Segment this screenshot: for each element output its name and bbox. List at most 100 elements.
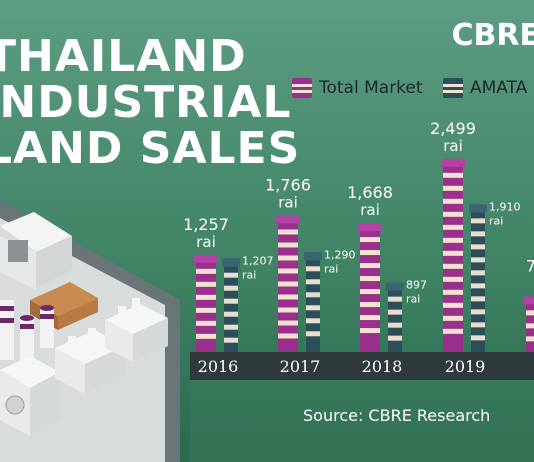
- bar-total-market-2019-stripe: [443, 172, 463, 178]
- bar-amata-2017: [306, 252, 320, 352]
- bar-total-market-2018-stripe: [360, 315, 380, 321]
- bar-total-market-2017-stripe: [278, 333, 298, 339]
- bar-amata-2018-stripe: [388, 309, 402, 315]
- bar-total-market-2019-stripe: [443, 276, 463, 282]
- bar-amata-2017-stripe: [306, 305, 320, 311]
- bar-amata-2019-stripe: [471, 322, 485, 328]
- unit-label-amata-2017: rai: [324, 262, 338, 275]
- x-tick-2016: 2016: [198, 357, 239, 376]
- bar-total-market-2018-cap: [358, 223, 382, 232]
- bar-total-market-2017-stripe: [278, 307, 298, 313]
- bar-total-market-2019-stripe: [443, 315, 463, 321]
- bar-total-market-2016-stripe: [196, 268, 216, 274]
- title-line-2: INDUSTRIAL: [0, 77, 292, 128]
- bar-amata-2019-stripe: [471, 270, 485, 276]
- bar-total-market-2018-stripe: [360, 237, 380, 243]
- bar-amata-2017-stripe: [306, 266, 320, 272]
- bar-total-market-2020-stripe: [526, 310, 534, 316]
- data-label-amata-2018: 897: [406, 279, 427, 292]
- source-note: Source: CBRE Research: [303, 406, 491, 425]
- bar-amata-2019-stripe: [471, 218, 485, 224]
- data-label-total-market-2017: 1,766: [265, 175, 311, 194]
- bar-total-market-2017-stripe: [278, 294, 298, 300]
- unit-label-amata-2019: rai: [489, 214, 503, 227]
- brand-logo: CBRE: [451, 18, 534, 53]
- bar-total-market-2018-stripe: [360, 328, 380, 334]
- bar-amata-2018-stripe: [388, 335, 402, 341]
- data-label-total-market-2020: 72: [526, 256, 534, 275]
- bar-amata-2019-cap: [469, 204, 487, 213]
- bar-amata-2016-stripe: [224, 272, 238, 278]
- bar-total-market-2017-stripe: [278, 281, 298, 287]
- bar-amata-2017-stripe: [306, 331, 320, 337]
- data-label-total-market-2018: 1,668: [347, 183, 393, 202]
- bar-total-market-2017-stripe: [278, 255, 298, 261]
- bar-amata-2018: [388, 282, 402, 352]
- bar-amata-2019-stripe: [471, 231, 485, 237]
- bar-total-market-2017-stripe: [278, 242, 298, 248]
- bar-amata-2019-stripe: [471, 257, 485, 263]
- bar-total-market-2018-stripe: [360, 289, 380, 295]
- bar-total-market-2016: [196, 254, 216, 352]
- bar-amata-2019-stripe: [471, 296, 485, 302]
- bar-total-market-2017-stripe: [278, 229, 298, 235]
- data-label-total-market-2019: 2,499: [430, 119, 476, 138]
- data-label-amata-2016: 1,207: [242, 255, 274, 268]
- bar-total-market-2016-cap: [194, 254, 218, 263]
- bar-total-market-2019-stripe: [443, 263, 463, 269]
- legend-swatch-amata: [443, 78, 463, 98]
- bar-amata-2017-cap: [304, 252, 322, 261]
- bar-amata-2016-stripe: [224, 324, 238, 330]
- bar-total-market-2019-stripe: [443, 237, 463, 243]
- legend-swatch-total-market: [292, 78, 312, 98]
- bar-total-market-2016-stripe: [196, 294, 216, 300]
- bar-total-market-2020-stripe: [526, 323, 534, 329]
- bar-total-market-2018-stripe: [360, 250, 380, 256]
- bar-total-market-2016-stripe: [196, 281, 216, 287]
- bar-amata-2016-stripe: [224, 311, 238, 317]
- bar-amata-2019-stripe: [471, 335, 485, 341]
- bar-total-market-2020-cap: [524, 296, 534, 305]
- bar-amata-2019-stripe: [471, 309, 485, 315]
- legend-total-market: Total Market: [292, 78, 423, 98]
- unit-label-total-market-2018: rai: [360, 201, 380, 219]
- bar-amata-2018-stripe: [388, 296, 402, 302]
- bar-amata-2016-stripe: [224, 298, 238, 304]
- bar-amata-2017-stripe: [306, 292, 320, 298]
- bar-total-market-2016-stripe: [196, 320, 216, 326]
- x-tick-2018: 2018: [362, 357, 403, 376]
- bar-total-market-2020-stripe: [526, 336, 534, 342]
- bar-total-market-2016-stripe: [196, 333, 216, 339]
- bar-amata-2018-cap: [386, 282, 404, 291]
- unit-label-total-market-2016: rai: [196, 233, 216, 251]
- bar-amata-2019-stripe: [471, 244, 485, 250]
- data-label-total-market-2016: 1,257: [183, 215, 229, 234]
- bar-total-market-2017-stripe: [278, 268, 298, 274]
- legend-label-amata: AMATA: [470, 78, 528, 98]
- unit-label-total-market-2017: rai: [278, 193, 298, 211]
- unit-label-total-market-2019: rai: [443, 137, 463, 155]
- bar-total-market-2019-cap: [441, 158, 465, 167]
- legend-label-total-market: Total Market: [319, 78, 423, 98]
- bar-total-market-2017-cap: [276, 215, 300, 224]
- bar-amata-2016-stripe: [224, 337, 238, 343]
- bar-total-market-2018-stripe: [360, 276, 380, 282]
- bar-total-market-2019-stripe: [443, 250, 463, 256]
- bar-amata-2017-stripe: [306, 279, 320, 285]
- bar-amata-2019: [471, 204, 485, 352]
- data-label-amata-2017: 1,290: [324, 248, 356, 261]
- bar-total-market-2019-stripe: [443, 302, 463, 308]
- bar-total-market-2019-stripe: [443, 328, 463, 334]
- bar-amata-2016-cap: [222, 258, 240, 267]
- bar-total-market-2019-stripe: [443, 211, 463, 217]
- bar-total-market-2018-stripe: [360, 263, 380, 269]
- bar-total-market-2019-stripe: [443, 224, 463, 230]
- bar-total-market-2019-stripe: [443, 289, 463, 295]
- bar-amata-2019-stripe: [471, 283, 485, 289]
- bar-total-market-2019-stripe: [443, 185, 463, 191]
- bar-total-market-2018-stripe: [360, 302, 380, 308]
- data-label-amata-2019: 1,910: [489, 200, 521, 213]
- factory-illustration: [0, 212, 168, 436]
- bar-total-market-2017-stripe: [278, 320, 298, 326]
